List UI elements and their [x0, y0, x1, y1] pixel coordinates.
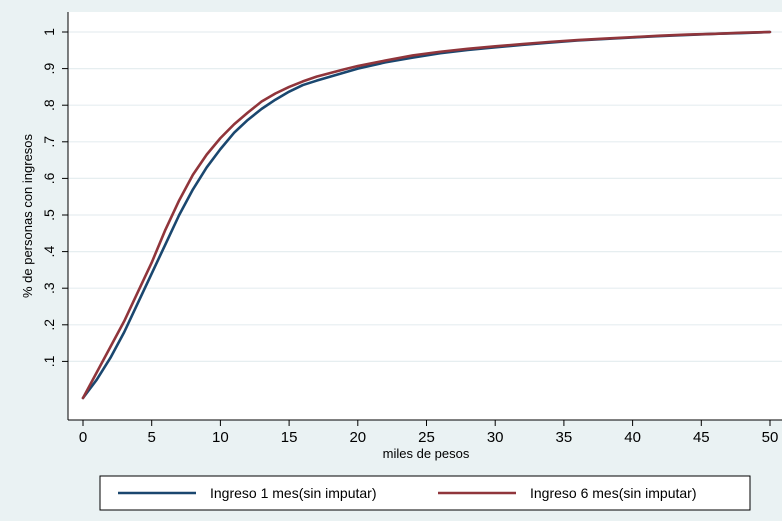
- x-tick-label: 30: [487, 429, 504, 446]
- x-tick-label: 20: [349, 429, 366, 446]
- y-tick-label: .5: [41, 209, 57, 221]
- series-lines: [81, 30, 772, 400]
- x-tick-label: 45: [693, 429, 710, 446]
- y-tick-label: .2: [41, 319, 57, 331]
- y-tick-label: .6: [41, 172, 57, 184]
- x-axis-label: miles de pesos: [383, 446, 470, 461]
- y-axis-label: % de personas con ingresos: [20, 133, 35, 298]
- x-tick-label: 40: [624, 429, 641, 446]
- x-tick-label: 15: [281, 429, 298, 446]
- legend-label-2: Ingreso 6 mes(sin imputar): [530, 485, 697, 501]
- x-tick-label: 10: [212, 429, 229, 446]
- y-tick-label: .7: [41, 136, 57, 148]
- y-tick-label: 1: [41, 28, 57, 36]
- x-tick-label: 35: [556, 429, 573, 446]
- legend: Ingreso 1 mes(sin imputar) Ingreso 6 mes(…: [99, 475, 751, 511]
- y-tick-label: .3: [41, 282, 57, 294]
- x-tick-label: 50: [762, 429, 779, 446]
- x-tick-label: 0: [79, 429, 87, 446]
- y-tick-label: .8: [41, 99, 57, 111]
- y-tick-label: .9: [41, 63, 57, 75]
- axes: .1.2.3.4.5.6.7.8.910 5 10 15 20 25 30 35 40 45 50: [41, 12, 782, 446]
- legend-box: [99, 475, 751, 511]
- y-tick-label: .4: [41, 246, 57, 258]
- series-line-2: [81, 30, 772, 400]
- legend-label-1: Ingreso 1 mes(sin imputar): [210, 485, 377, 501]
- x-tick-label: 5: [148, 429, 156, 446]
- grid-lines: [68, 31, 782, 362]
- plot-area: [68, 12, 782, 420]
- x-tick-label: 25: [418, 429, 435, 446]
- y-tick-label: .1: [41, 355, 57, 367]
